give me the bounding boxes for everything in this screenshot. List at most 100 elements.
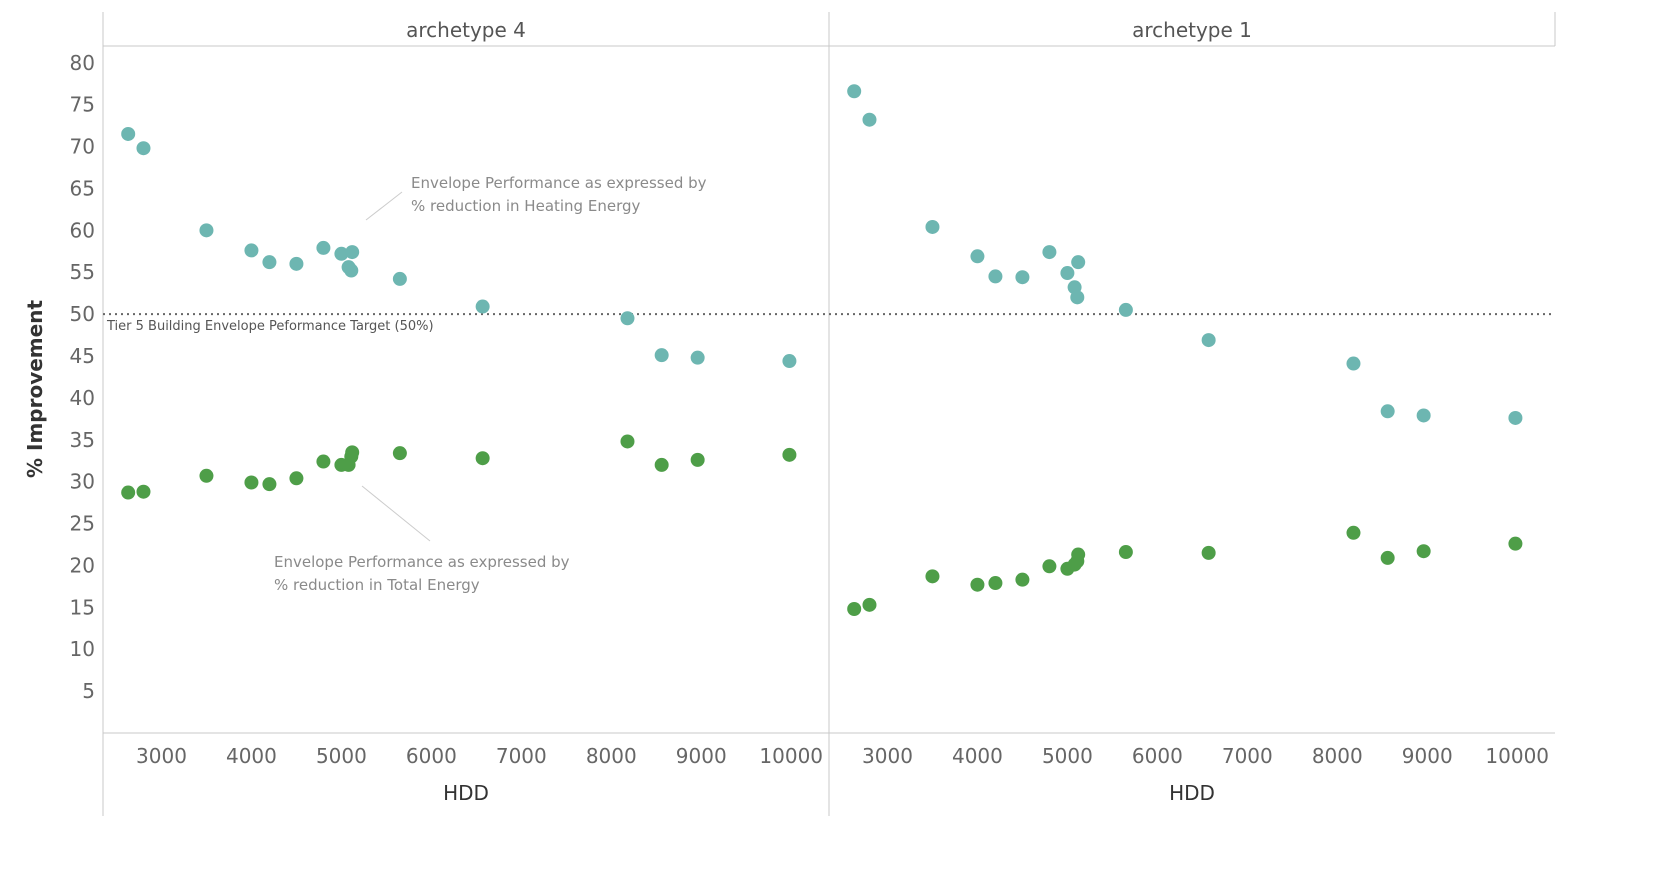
total-energy-point [862,597,877,612]
heating-energy-point [262,255,277,270]
panel-title-archetype-1: archetype 1 [1132,18,1252,42]
total-energy-point [1042,559,1057,574]
heating-energy-point [1416,408,1431,423]
heating-energy-point [847,84,862,99]
x-tick-label: 5000 [316,744,367,768]
heating-annotation-line-1: Envelope Performance as expressed by [411,174,707,192]
total-annotation-line-1: Envelope Performance as expressed by [274,553,570,571]
total-energy-point [1118,545,1133,560]
target-reference-label: Tier 5 Building Envelope Peformance Targ… [106,319,434,334]
x-tick-label: 10000 [759,744,823,768]
y-tick-label: 50 [70,302,95,326]
heating-energy-point [475,299,490,314]
heating-energy-point [925,219,940,234]
y-tick-label: 60 [70,218,95,242]
total-energy-point [690,452,705,467]
total-energy-point [1071,547,1086,562]
total-energy-point [620,434,635,449]
x-tick-label: 9000 [676,744,727,768]
x-tick-label: 6000 [406,744,457,768]
heating-energy-point [1071,255,1086,270]
heating-energy-point [199,223,214,238]
y-tick-label: 5 [82,679,95,703]
heating-energy-point [344,263,359,278]
total-energy-point [475,451,490,466]
heating-energy-point [1042,245,1057,260]
heating-energy-point [121,126,136,141]
total-energy-point [136,484,151,499]
heating-energy-point [1070,290,1085,305]
y-tick-label: 75 [70,93,95,117]
total-energy-point [1416,544,1431,559]
total-energy-point [988,576,1003,591]
heating-annotation-line-2: % reduction in Heating Energy [411,197,640,215]
heating-energy-point [1118,302,1133,317]
x-tick-label: 6000 [1132,744,1183,768]
y-tick-label: 15 [70,595,95,619]
total-annotation-line-2: % reduction in Total Energy [274,576,480,594]
x-tick-label: 4000 [952,744,1003,768]
total-energy-point [1346,525,1361,540]
heating-energy-point [654,348,669,363]
total-energy-point [262,477,277,492]
total-energy-point [316,454,331,469]
total-annotation-leader [361,485,431,542]
y-tick-label: 70 [70,135,95,159]
x-tick-label: 3000 [136,744,187,768]
total-energy-point [345,445,360,460]
total-energy-point [925,569,940,584]
y-tick-label: 20 [70,553,95,577]
x-tick-label: 4000 [226,744,277,768]
heating-energy-point [136,141,151,156]
x-axis-title-archetype-4: HDD [443,781,489,805]
x-tick-label: 9000 [1402,744,1453,768]
total-energy-point [654,457,669,472]
total-energy-point [1015,572,1030,587]
y-tick-label: 55 [70,260,95,284]
y-tick-label: 80 [70,51,95,75]
panel-title-archetype-4: archetype 4 [406,18,526,42]
heating-energy-point [970,249,985,264]
x-tick-label: 5000 [1042,744,1093,768]
x-tick-label: 10000 [1485,744,1549,768]
y-tick-label: 40 [70,386,95,410]
x-tick-labels: 3000 4000 5000 6000 7000 8000 9000 10000 3000 400… [136,744,1549,768]
total-energy-point [782,447,797,462]
total-energy-point [199,468,214,483]
heating-energy-point [620,311,635,326]
y-tick-label: 65 [70,176,95,200]
x-axis-title-archetype-1: HDD [1169,781,1215,805]
y-tick-label: 25 [70,512,95,536]
x-tick-label: 7000 [1222,744,1273,768]
x-tick-label: 7000 [496,744,547,768]
y-tick-label: 10 [70,637,95,661]
heating-energy-point [345,245,360,260]
heating-energy-point [334,246,349,261]
total-energy-point [392,446,407,461]
total-energy-point [847,602,862,617]
total-energy-point [244,475,259,490]
heating-energy-point [1060,266,1075,281]
heating-energy-point [1346,356,1361,371]
y-tick-label: 35 [70,428,95,452]
heating-annotation-leader [365,191,403,221]
y-tick-label: 45 [70,344,95,368]
x-tick-label: 3000 [862,744,913,768]
heating-energy-point [1015,270,1030,285]
y-tick-labels: 5 10 15 20 25 30 35 40 45 50 55 60 65 70 75 80 [70,51,95,703]
heating-energy-point [690,350,705,365]
heating-energy-point [392,271,407,286]
heating-energy-point [289,256,304,271]
total-energy-point [970,577,985,592]
total-energy-point [121,485,136,500]
heating-energy-point [1380,404,1395,419]
heating-energy-point [988,269,1003,284]
heating-energy-point [782,354,797,369]
heating-energy-point [244,243,259,258]
total-energy-point [1201,545,1216,560]
x-tick-label: 8000 [586,744,637,768]
total-energy-point [289,471,304,486]
y-axis-title: % Improvement [23,300,47,478]
